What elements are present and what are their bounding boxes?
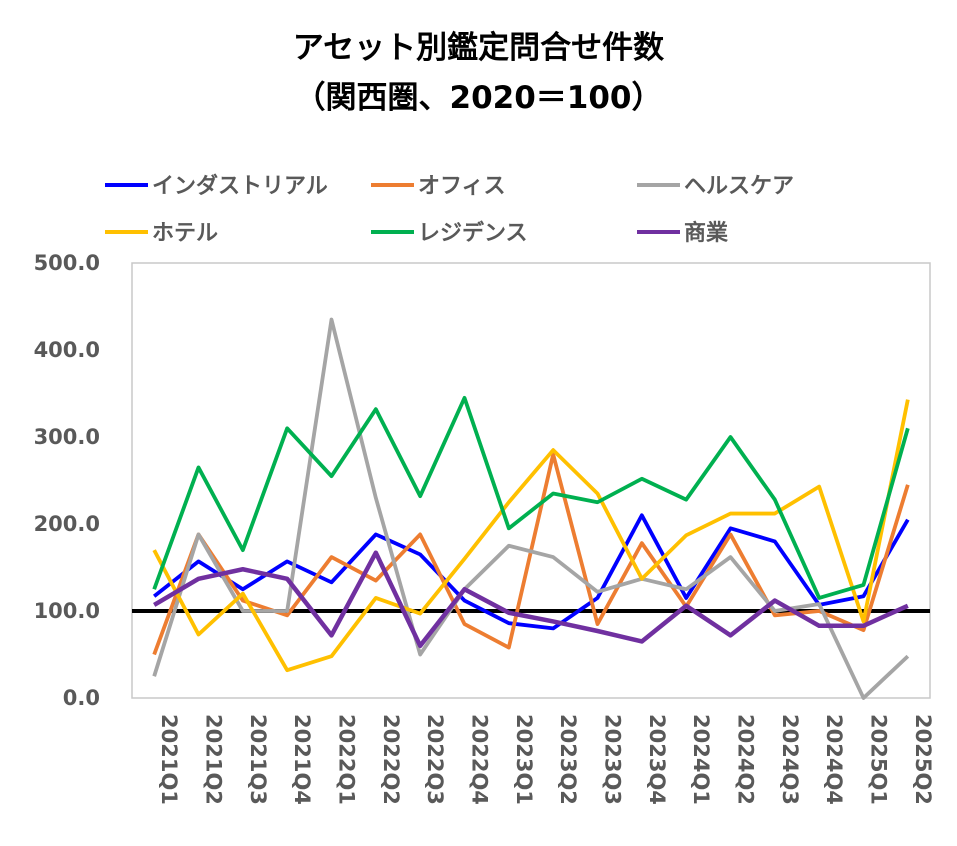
legend-label: ヘルスケア [684,174,794,199]
plot-area [131,262,931,699]
y-tick-label: 400.0 [34,338,100,362]
series-line-4 [152,395,910,600]
x-tick-label: 2022Q3 [423,714,447,805]
x-tick-label: 2023Q4 [645,714,669,805]
x-tick-label: 2022Q1 [335,714,359,805]
legend-label: レジデンス [418,220,528,246]
series-line-0 [152,513,910,631]
series-line-5 [153,550,909,649]
y-tick-label: 200.0 [34,512,100,536]
x-tick-label: 2025Q1 [867,714,891,805]
x-tick-label: 2023Q3 [601,714,625,805]
y-tick-label: 0.0 [63,686,100,710]
x-tick-label: 2024Q3 [778,714,802,805]
legend-label: インダストリアル [152,173,328,199]
x-tick-label: 2021Q3 [246,714,270,805]
series-line-2 [152,317,910,700]
x-tick-label: 2024Q2 [734,714,758,805]
x-tick-label: 2021Q4 [290,714,314,805]
y-tick-label: 100.0 [34,599,100,623]
chart-subtitle: （関西圏、2020＝100） [294,80,663,116]
x-tick-label: 2024Q1 [689,714,713,805]
series-line-3 [152,399,910,673]
x-tick-label: 2025Q2 [911,714,935,805]
chart-title: アセット別鑑定問合せ件数 [292,30,665,66]
y-tick-label: 500.0 [34,251,100,275]
x-tick-label: 2023Q2 [556,714,580,805]
x-tick-label: 2021Q2 [202,714,226,805]
legend-label: ホテル [152,221,218,246]
legend-label: 商業 [684,220,729,246]
x-tick-label: 2022Q4 [468,714,492,805]
x-tick-label: 2024Q4 [822,714,846,805]
x-tick-label: 2021Q1 [157,714,181,805]
legend-label: オフィス [418,174,506,199]
x-tick-label: 2023Q1 [512,714,536,805]
y-tick-label: 300.0 [34,425,100,449]
x-tick-label: 2022Q2 [379,714,403,805]
